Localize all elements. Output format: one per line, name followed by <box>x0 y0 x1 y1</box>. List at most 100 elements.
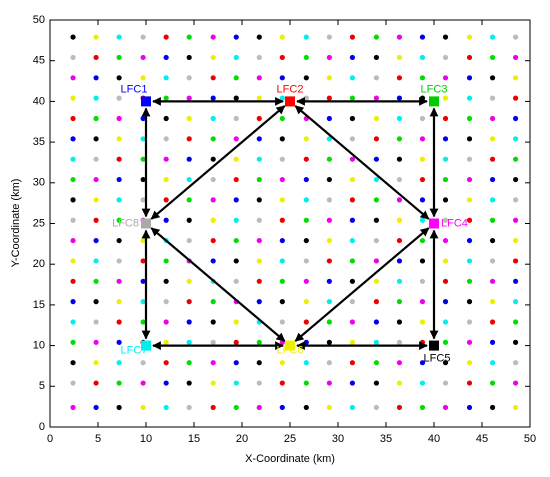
dot <box>466 278 473 284</box>
y-tick-label: 30 <box>33 177 45 189</box>
dot <box>70 197 76 203</box>
dot <box>210 136 216 142</box>
dot <box>256 278 262 284</box>
dot <box>93 95 99 101</box>
dot <box>279 176 285 183</box>
dot <box>396 176 403 183</box>
dot <box>513 54 519 61</box>
dot <box>93 176 99 183</box>
dot <box>233 136 239 142</box>
dot <box>489 258 496 264</box>
dot <box>70 54 76 61</box>
y-tick-label: 0 <box>39 421 45 433</box>
dot <box>442 299 449 305</box>
dot <box>256 299 262 305</box>
dot <box>93 136 99 142</box>
y-tick-label: 50 <box>33 14 45 26</box>
node-label: LFC6 <box>277 345 304 357</box>
dot <box>279 319 285 325</box>
dot <box>326 54 332 61</box>
y-tick-label: 15 <box>33 299 45 311</box>
dot <box>256 75 262 81</box>
dot <box>349 404 355 411</box>
dot <box>303 299 309 305</box>
dot <box>373 339 379 345</box>
dot <box>326 258 332 264</box>
dot <box>163 75 169 81</box>
dot <box>396 54 403 61</box>
dot <box>303 75 309 81</box>
dot <box>186 339 192 345</box>
dot <box>93 278 99 284</box>
node-marker <box>285 340 295 351</box>
dot <box>303 34 309 40</box>
dot <box>349 380 355 386</box>
y-tick-label: 40 <box>33 95 45 107</box>
node-label: LFC8 <box>112 217 139 229</box>
dot <box>396 115 403 122</box>
dot <box>186 217 192 223</box>
dot <box>186 197 192 203</box>
dot <box>326 197 332 203</box>
dot <box>419 404 426 411</box>
dot <box>396 404 403 411</box>
dot <box>489 278 496 284</box>
dot <box>326 319 332 325</box>
dot <box>442 237 449 244</box>
dot <box>513 34 519 40</box>
dot <box>93 319 99 325</box>
dot <box>116 258 122 264</box>
dot <box>233 278 239 284</box>
y-tick-label: 20 <box>33 258 45 270</box>
x-axis-label: X-Coordinate (km) <box>245 453 335 465</box>
dot <box>279 258 285 264</box>
dot <box>489 75 496 81</box>
dot <box>256 156 262 162</box>
dot <box>116 136 122 142</box>
dot <box>489 217 496 223</box>
dot <box>256 339 262 345</box>
dot <box>442 75 449 81</box>
dot <box>349 75 355 81</box>
dot <box>396 319 403 325</box>
dot <box>303 197 309 203</box>
dot <box>279 299 285 305</box>
dot <box>326 299 332 305</box>
dot <box>256 237 262 244</box>
node-label: LFC7 <box>121 345 148 357</box>
plot-layer: 0 5 10 15 20 25 30 35 40 45 50 0 5 10 15 20 25 30 35 40 45 50… <box>33 14 536 445</box>
dot <box>396 95 403 101</box>
dot <box>116 54 122 61</box>
node-marker <box>429 218 439 229</box>
dot <box>419 176 426 183</box>
dot <box>163 176 169 183</box>
dot <box>140 75 146 81</box>
x-tick-label: 5 <box>95 433 101 445</box>
dot <box>163 136 169 142</box>
dot <box>140 404 146 411</box>
node-label: LFC4 <box>441 217 468 229</box>
node-label: LFC3 <box>421 83 448 95</box>
dot <box>513 380 519 386</box>
dot <box>419 156 426 162</box>
dot <box>303 156 309 162</box>
node-marker <box>141 340 151 351</box>
dot <box>513 278 519 284</box>
dot <box>163 299 169 305</box>
dot <box>396 34 403 40</box>
dot <box>489 404 496 411</box>
dot <box>93 115 99 122</box>
dot <box>442 95 449 101</box>
dot <box>419 278 426 284</box>
dot <box>419 319 426 325</box>
dot <box>279 197 285 203</box>
dot <box>489 156 496 162</box>
dot <box>233 319 239 325</box>
dot <box>349 156 355 162</box>
dot <box>70 115 76 122</box>
dot <box>163 34 169 40</box>
dot <box>279 217 285 223</box>
dot <box>489 176 496 183</box>
dot <box>373 380 379 386</box>
